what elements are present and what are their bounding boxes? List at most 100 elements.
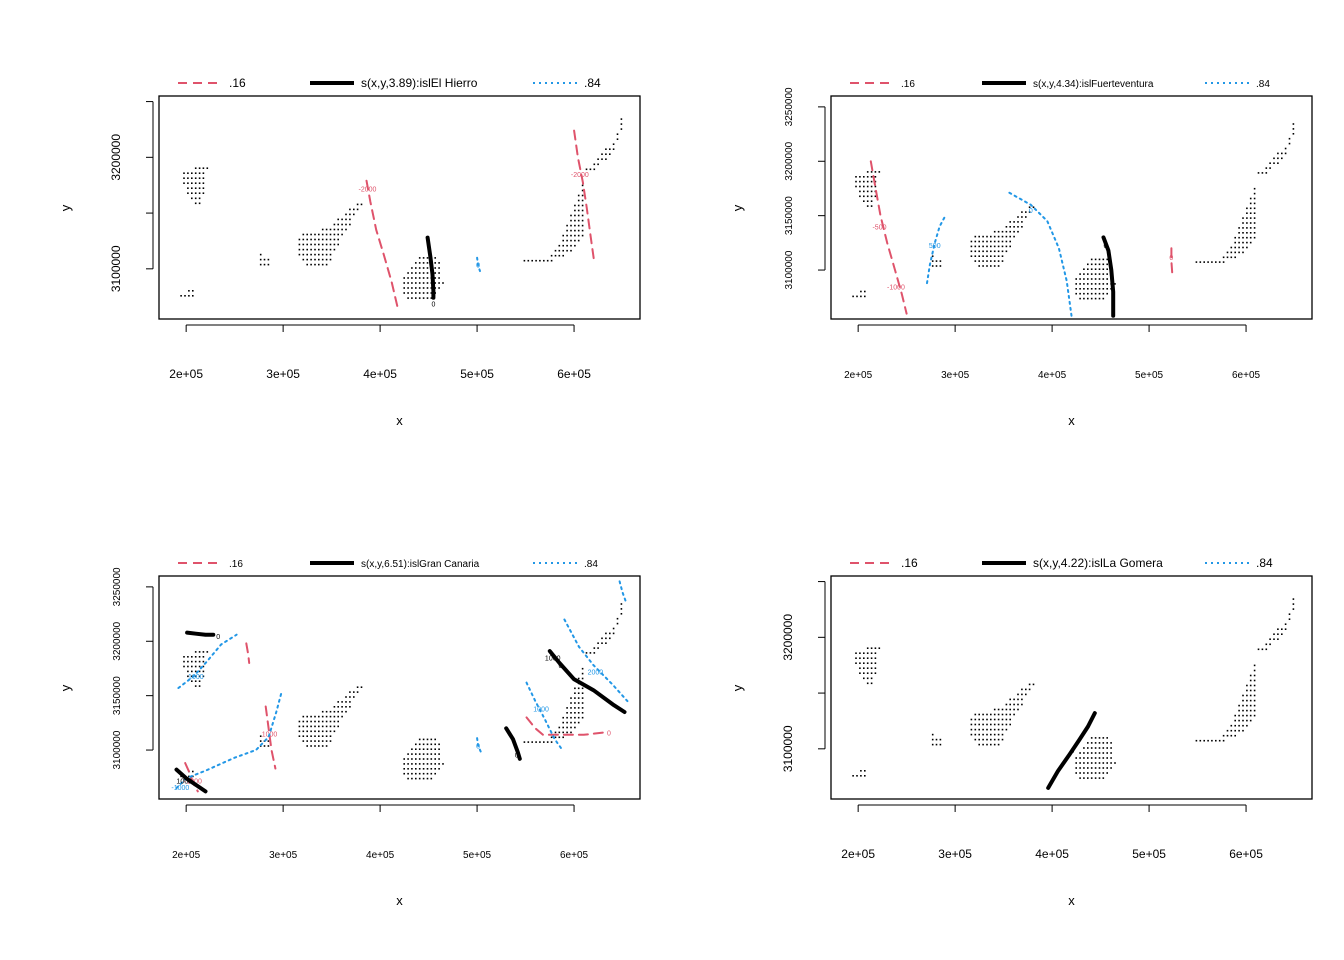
point [1009, 723, 1011, 726]
point [866, 195, 869, 198]
point [986, 250, 988, 253]
point [1001, 723, 1004, 726]
point [438, 267, 440, 269]
point [333, 720, 336, 723]
point [997, 250, 1000, 253]
point [866, 205, 869, 207]
point [870, 205, 873, 207]
point [1249, 197, 1252, 200]
point [314, 740, 316, 742]
point [581, 716, 584, 719]
point [1207, 739, 1209, 742]
point [1090, 288, 1093, 290]
point [353, 213, 355, 216]
point [187, 656, 189, 658]
point [329, 715, 332, 718]
point [1292, 598, 1295, 600]
point [1087, 268, 1089, 270]
point [874, 185, 877, 188]
point [1238, 246, 1240, 249]
point [558, 736, 561, 739]
point [1083, 278, 1085, 280]
point [411, 267, 413, 269]
legend-upper-label: .84 [1256, 556, 1273, 570]
y-tick-label: 3200000 [112, 621, 123, 660]
point [1079, 288, 1081, 290]
upper-contour-line [177, 633, 238, 689]
point [1249, 704, 1252, 707]
point [1094, 283, 1097, 285]
point [1203, 261, 1205, 263]
point [306, 740, 308, 742]
legend-upper-label: .84 [584, 76, 601, 90]
point [1090, 742, 1093, 744]
point [585, 168, 588, 171]
point [870, 176, 873, 178]
point [1230, 734, 1233, 737]
point [194, 656, 197, 658]
point [318, 248, 320, 251]
point [1005, 713, 1008, 716]
point [1249, 241, 1252, 244]
point [863, 200, 865, 202]
lower-contour-label: -2000 [571, 172, 589, 179]
point [1106, 273, 1108, 275]
point [1075, 288, 1077, 290]
point [415, 753, 417, 755]
point [527, 741, 530, 743]
point [438, 272, 440, 274]
point [333, 223, 336, 226]
point [321, 735, 324, 737]
point [1017, 703, 1019, 706]
point [418, 772, 421, 775]
point [426, 277, 429, 279]
point [415, 748, 417, 750]
point [422, 272, 425, 274]
point [1249, 236, 1252, 239]
point [577, 677, 580, 680]
point [411, 282, 413, 284]
point [993, 718, 996, 721]
point [581, 189, 584, 192]
point [1265, 167, 1268, 169]
point [986, 733, 988, 736]
point [337, 243, 339, 246]
point [411, 272, 413, 274]
fit-contour-label: 0 [431, 301, 435, 308]
point [1032, 683, 1035, 686]
panel-4: 2e+05 3e+05 4e+05 5e+05 6e+05 x 3100000 3200000… [730, 556, 1313, 908]
point [574, 697, 576, 699]
fit-contour-label: 1000 [545, 656, 561, 663]
point [430, 753, 433, 755]
point [986, 240, 988, 243]
point [612, 148, 615, 150]
legend: .16 s(x,y,4.34):islFuerteventura .84 [850, 79, 1270, 90]
point [1098, 737, 1101, 739]
point [554, 249, 557, 252]
point [407, 272, 409, 274]
point [1087, 273, 1089, 275]
point [577, 219, 580, 222]
point [430, 743, 433, 746]
point [1102, 742, 1105, 744]
point [550, 259, 553, 262]
point [570, 707, 572, 709]
point [426, 768, 429, 770]
point [570, 214, 572, 217]
point [866, 171, 869, 173]
point [198, 167, 201, 169]
point [183, 177, 185, 179]
point [1001, 260, 1004, 262]
point [426, 743, 429, 746]
point [982, 743, 984, 746]
upper-contour-line-group: 0 [476, 256, 481, 273]
point [422, 287, 425, 289]
point [187, 177, 189, 179]
point [546, 259, 549, 262]
point [874, 657, 877, 659]
point [1102, 752, 1105, 754]
y-tick-label: 3200000 [781, 614, 795, 661]
point [1246, 714, 1248, 717]
point [1001, 713, 1004, 716]
